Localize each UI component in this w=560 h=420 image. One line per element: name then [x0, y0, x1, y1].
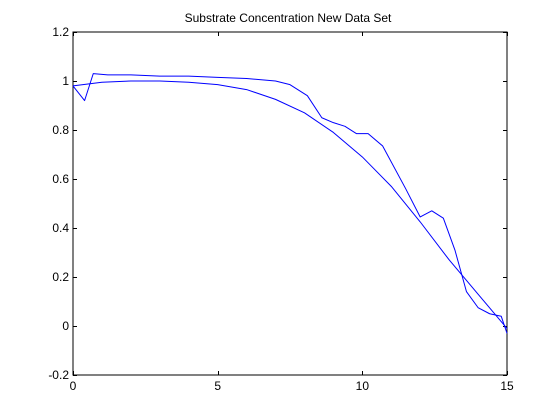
y-tick-label: 0.8 [52, 123, 69, 137]
chart-title: Substrate Concentration New Data Set [185, 11, 392, 25]
y-tick-label: 0.6 [52, 172, 69, 186]
axis-tick-labels: 0 5 10 15-0.200.20.40.60.811.2 [48, 25, 514, 393]
x-tick-label: 10 [356, 379, 370, 393]
y-tick-label: 1.2 [52, 25, 69, 39]
x-tick-label: 0 [70, 379, 77, 393]
y-tick-label: 0 [62, 319, 69, 333]
series-layer [72, 73, 508, 334]
y-tick-label: 0.2 [52, 270, 69, 284]
series-line-2 [72, 80, 508, 329]
plot-area [72, 31, 508, 376]
y-tick-label: 0.4 [52, 221, 69, 235]
x-tick-label: 15 [500, 379, 514, 393]
y-tick-label: 1 [62, 74, 69, 88]
axis-ticks [73, 32, 508, 376]
x-tick-label: 5 [214, 379, 221, 393]
series-line-1 [72, 73, 508, 334]
y-tick-label: -0.2 [48, 368, 69, 382]
